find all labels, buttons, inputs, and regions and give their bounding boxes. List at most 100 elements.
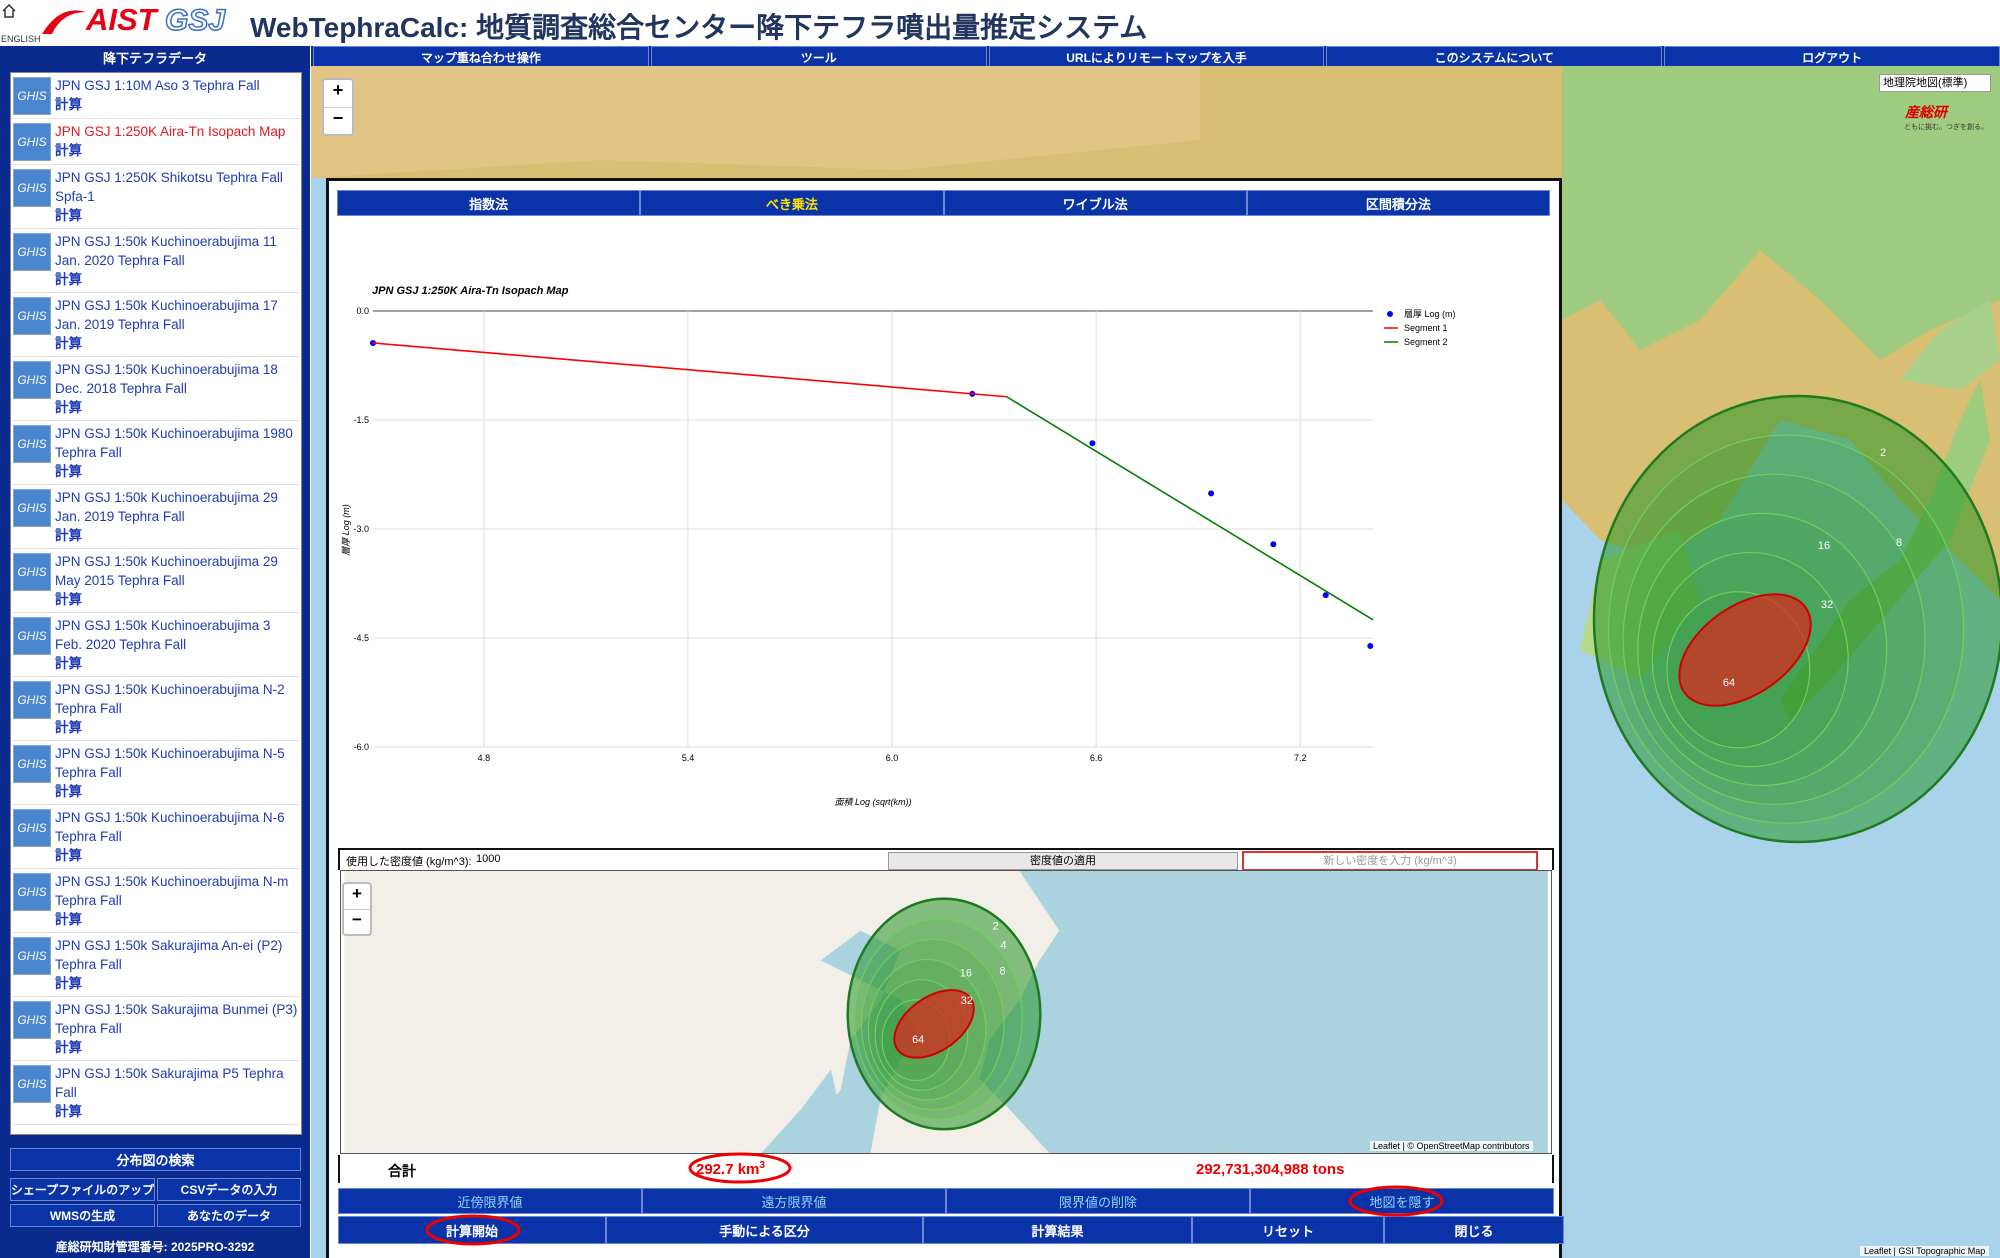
dataset-item: GHIS JPN GSJ 1:10M Aso 3 Tephra Fall 計算 [11,73,301,119]
brand: 産総研 [1905,104,1947,120]
dataset-name[interactable]: JPN GSJ 1:50k Kuchinoerabujima N-6 Tephr… [55,810,285,844]
action-button[interactable]: 限界値の削除 [946,1188,1250,1214]
dataset-name[interactable]: JPN GSJ 1:50k Kuchinoerabujima 3 Feb. 20… [55,618,271,652]
dataset-text: JPN GSJ 1:50k Kuchinoerabujima N-m Tephr… [55,872,301,929]
layer-select[interactable]: 地理院地図(標準) [1879,74,1991,92]
sidebar: 降下テフラデータ GHIS JPN GSJ 1:10M Aso 3 Tephra … [0,46,310,1258]
data-point [1322,592,1329,599]
calc-link[interactable]: 計算 [55,976,82,991]
action-button[interactable]: 計算結果 [923,1216,1192,1244]
dataset-name[interactable]: JPN GSJ 1:50k Kuchinoerabujima 1980 Teph… [55,426,293,460]
calc-link[interactable]: 計算 [55,97,82,112]
calc-link[interactable]: 計算 [55,143,82,158]
nav-bar: マップ重ね合わせ操作 ツール URLによりリモートマップを入手 このシステムについてロ… [311,46,2000,68]
data-point [1208,490,1215,497]
density-row: 使用した密度値 (kg/m^3): 1000 密度値の適用 新しい密度を入力 (… [338,848,1554,871]
method-tab[interactable]: ワイブル法 [943,190,1247,216]
action-button[interactable]: 閉じる [1384,1216,1564,1244]
calc-link[interactable]: 計算 [55,272,82,287]
ghis-icon: GHIS [13,169,51,207]
home-icon[interactable] [2,4,16,18]
logo-gsj: GSJ [164,3,226,38]
nav-button[interactable]: マップ重ね合わせ操作 [313,46,649,68]
dataset-name[interactable]: JPN GSJ 1:250K Aira-Tn Isopach Map [55,124,286,139]
x-tick-label: 6.0 [886,753,899,763]
action-button[interactable]: 近傍限界値 [338,1188,642,1214]
totals-mass: 292,731,304,988 tons [1196,1161,1345,1178]
fit-line [1006,396,1374,621]
calc-link[interactable]: 計算 [55,720,82,735]
mini-zoom-in[interactable]: + [344,884,370,910]
dataset-name[interactable]: JPN GSJ 1:250K Shikotsu Tephra Fall Spfa… [55,170,283,204]
action-button[interactable]: リセット [1192,1216,1384,1244]
action-button[interactable]: 遠方限界値 [642,1188,946,1214]
search-button[interactable]: 分布図の検索 [10,1148,301,1171]
dataset-item: GHIS JPN GSJ 1:50k Kuchinoerabujima N-2 T… [11,677,301,741]
dataset-name[interactable]: JPN GSJ 1:50k Kuchinoerabujima N-m Tephr… [55,874,289,908]
nav-button[interactable]: ツール [650,46,987,68]
dataset-item: GHIS JPN GSJ 1:50k Kuchinoerabujima 29 Ja… [11,485,301,549]
calc-link[interactable]: 計算 [55,336,82,351]
calc-link[interactable]: 計算 [55,656,82,671]
dataset-item: GHIS JPN GSJ 1:50k Kuchinoerabujima 3 Feb… [11,613,301,677]
sidebar-button[interactable]: CSVデータの入力 [157,1178,301,1201]
dataset-name[interactable]: JPN GSJ 1:50k Kuchinoerabujima N-5 Tephr… [55,746,285,780]
calc-link[interactable]: 計算 [55,592,82,607]
density-apply[interactable]: 密度値の適用 [888,852,1238,870]
action-button[interactable]: 計算開始 [338,1216,606,1244]
action-button[interactable]: 手動による区分 [606,1216,923,1244]
dataset-name[interactable]: JPN GSJ 1:50k Sakurajima P5 Tephra Fall [55,1066,284,1100]
nav-button[interactable]: このシステムについて [1326,46,1663,68]
dataset-name[interactable]: JPN GSJ 1:50k Sakurajima Bunmei (P3) Tep… [55,1002,298,1036]
nav-button[interactable]: ログアウト [1664,46,2000,68]
method-tab[interactable]: 指数法 [337,190,641,216]
ghis-icon: GHIS [13,1001,51,1039]
density-input[interactable]: 新しい密度を入力 (kg/m^3) [1242,851,1538,871]
calc-link[interactable]: 計算 [55,208,82,223]
calc-link[interactable]: 計算 [55,528,82,543]
calc-link[interactable]: 計算 [55,1104,82,1119]
dataset-item: GHIS JPN GSJ 1:250K Shikotsu Tephra Fall … [11,165,301,229]
dataset-name[interactable]: JPN GSJ 1:50k Kuchinoerabujima 29 Jan. 2… [55,490,278,524]
calc-link[interactable]: 計算 [55,400,82,415]
calc-link[interactable]: 計算 [55,464,82,479]
calc-link[interactable]: 計算 [55,784,82,799]
dataset-name[interactable]: JPN GSJ 1:50k Kuchinoerabujima 17 Jan. 2… [55,298,278,332]
calc-link[interactable]: 計算 [55,1040,82,1055]
volume-text: 292.7 km [696,1161,760,1178]
english-link[interactable]: ENGLISH [1,34,41,44]
calc-link[interactable]: 計算 [55,912,82,927]
dataset-item: GHIS JPN GSJ 1:50k Kuchinoerabujima 1980 … [11,421,301,485]
dataset-name[interactable]: JPN GSJ 1:50k Sakurajima An-ei (P2) Teph… [55,938,283,972]
dataset-list: GHIS JPN GSJ 1:10M Aso 3 Tephra Fall 計算 GHI… [10,72,302,1135]
ghis-icon: GHIS [13,1065,51,1103]
totals-label: 合計 [388,1163,416,1179]
method-tab[interactable]: 区間積分法 [1246,190,1550,216]
sidebar-button[interactable]: あなたのデータ [157,1204,301,1227]
dataset-text: JPN GSJ 1:50k Sakurajima An-ei (P2) Teph… [55,936,301,993]
sidebar-button[interactable]: WMSの生成 [10,1204,155,1227]
action-button[interactable]: 地図を隠す [1250,1188,1554,1214]
method-tab[interactable]: べき乗法 [640,190,944,216]
dataset-item: GHIS JPN GSJ 1:50k Kuchinoerabujima N-5 T… [11,741,301,805]
zoom-in[interactable]: + [324,80,352,108]
dataset-item: GHIS JPN GSJ 1:50k Kuchinoerabujima N-6 T… [11,805,301,869]
dataset-name[interactable]: JPN GSJ 1:50k Kuchinoerabujima 29 May 20… [55,554,278,588]
dataset-name[interactable]: JPN GSJ 1:50k Kuchinoerabujima N-2 Tephr… [55,682,285,716]
dataset-text: JPN GSJ 1:50k Kuchinoerabujima 29 Jan. 2… [55,488,301,545]
dataset-name[interactable]: JPN GSJ 1:50k Kuchinoerabujima 18 Dec. 2… [55,362,278,396]
dataset-name[interactable]: JPN GSJ 1:10M Aso 3 Tephra Fall [55,78,260,93]
data-point [1367,642,1374,649]
y-tick-label: -3.0 [353,524,369,534]
nav-button[interactable]: URLによりリモートマップを入手 [988,46,1325,68]
sidebar-button[interactable]: シェープファイルのアップ [10,1178,155,1201]
calc-link[interactable]: 計算 [55,848,82,863]
ghis-icon: GHIS [13,681,51,719]
zoom-out[interactable]: − [332,108,344,128]
mini-zoom-out[interactable]: − [352,910,362,929]
dataset-name[interactable]: JPN GSJ 1:50k Kuchinoerabujima 11 Jan. 2… [55,234,277,268]
dataset-text: JPN GSJ 1:50k Kuchinoerabujima 1980 Teph… [55,424,301,481]
legend-label: Segment 1 [1404,323,1448,333]
